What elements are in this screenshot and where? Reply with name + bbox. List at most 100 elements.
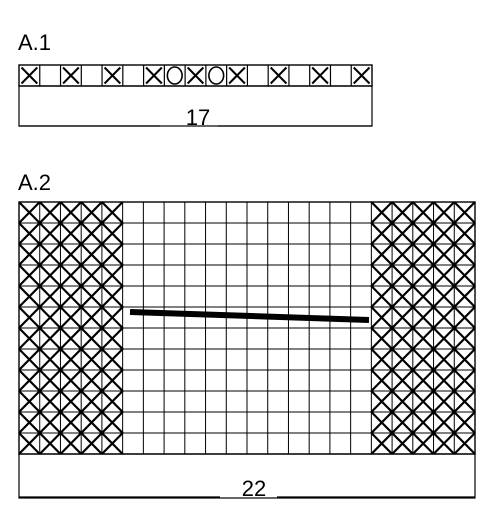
cross-stitch-symbol	[391, 264, 414, 287]
cross-stitch-symbol	[80, 348, 103, 371]
cross-stitch-symbol	[370, 390, 393, 413]
cross-stitch-symbol	[453, 369, 476, 392]
cross-stitch-symbol	[412, 201, 435, 224]
cross-stitch-symbol	[59, 327, 82, 350]
cross-stitch-symbol	[18, 390, 41, 413]
cross-stitch-symbol	[59, 306, 82, 329]
cross-stitch-symbol	[18, 411, 41, 434]
cross-stitch-symbol	[453, 348, 476, 371]
cross-stitch-symbol	[412, 369, 435, 392]
cross-stitch-symbol	[453, 222, 476, 245]
chart-a1-grid	[18, 64, 373, 87]
cross-stitch-symbol	[412, 390, 435, 413]
cross-stitch-symbol	[101, 222, 124, 245]
cross-stitch-symbol	[370, 222, 393, 245]
cross-stitch-symbol	[101, 243, 124, 266]
chart-a2-grid	[18, 201, 476, 455]
cross-stitch-symbol	[80, 306, 103, 329]
cross-stitch-symbol	[370, 285, 393, 308]
cross-stitch-symbol	[432, 243, 456, 266]
cross-stitch-symbol	[370, 327, 393, 350]
cross-stitch-symbol	[432, 348, 456, 371]
cross-stitch-symbol	[412, 327, 435, 350]
cross-stitch-symbol	[80, 201, 103, 224]
cross-stitch-symbol	[228, 66, 246, 85]
cross-stitch-symbol	[80, 264, 103, 287]
cross-stitch-symbol	[38, 369, 62, 392]
cross-stitch-symbol	[391, 369, 414, 392]
cross-stitch-symbol	[370, 243, 393, 266]
cross-stitch-symbol	[20, 66, 38, 85]
cross-stitch-symbol	[38, 411, 62, 434]
cross-stitch-symbol	[38, 201, 62, 224]
cross-stitch-symbol	[38, 348, 62, 371]
cross-stitch-symbol	[101, 369, 124, 392]
cross-stitch-symbol	[59, 411, 82, 434]
cross-stitch-symbol	[101, 264, 124, 287]
cross-stitch-symbol	[101, 411, 124, 434]
cross-stitch-symbol	[38, 243, 62, 266]
cross-stitch-symbol	[412, 285, 435, 308]
cross-stitch-symbol	[370, 306, 393, 329]
cross-stitch-symbol	[101, 390, 124, 413]
oval-stitch-symbol	[208, 66, 225, 85]
cross-stitch-symbol	[370, 411, 393, 434]
cross-stitch-symbol	[101, 348, 124, 371]
cross-stitch-symbol	[269, 66, 288, 85]
cross-stitch-symbol	[18, 201, 41, 224]
cross-stitch-symbol	[103, 66, 122, 85]
cross-stitch-symbol	[38, 327, 62, 350]
cross-stitch-symbol	[370, 369, 393, 392]
cross-stitch-symbol	[18, 369, 41, 392]
cross-stitch-symbol	[370, 264, 393, 287]
cross-stitch-symbol	[101, 285, 124, 308]
cross-stitch-symbol	[80, 369, 103, 392]
chart-a1-title: A.1	[18, 30, 51, 55]
cross-stitch-symbol	[432, 285, 456, 308]
cross-stitch-symbol	[412, 348, 435, 371]
cross-stitch-symbol	[391, 348, 414, 371]
cross-stitch-symbol	[59, 390, 82, 413]
cross-stitch-symbol	[38, 285, 62, 308]
cross-stitch-symbol	[432, 201, 456, 224]
cross-stitch-symbol	[59, 222, 82, 245]
cross-stitch-symbol	[80, 432, 103, 455]
cross-stitch-symbol	[38, 306, 62, 329]
cross-stitch-symbol	[432, 390, 456, 413]
cross-stitch-symbol	[453, 264, 476, 287]
cross-stitch-symbol	[18, 222, 41, 245]
cross-stitch-symbol	[59, 243, 82, 266]
cross-stitch-symbol	[18, 306, 41, 329]
chart-a1-width-box	[18, 85, 373, 127]
chart-a2: A.2 22	[18, 170, 476, 501]
cross-stitch-symbol	[101, 201, 124, 224]
cross-stitch-symbol	[391, 390, 414, 413]
cross-stitch-symbol	[59, 348, 82, 371]
cross-stitch-symbol	[391, 432, 414, 455]
cross-stitch-symbol	[80, 243, 103, 266]
cross-stitch-symbol	[101, 306, 124, 329]
cross-stitch-symbol	[59, 264, 82, 287]
chart-a1: A.1 17	[18, 30, 373, 130]
cross-stitch-symbol	[80, 411, 103, 434]
cross-stitch-symbol	[59, 201, 82, 224]
cross-stitch-symbol	[145, 66, 163, 85]
cross-stitch-symbol	[453, 411, 476, 434]
cross-stitch-symbol	[18, 348, 41, 371]
cross-stitch-symbol	[432, 411, 456, 434]
cross-stitch-symbol	[432, 432, 456, 455]
cross-stitch-symbol	[101, 327, 124, 350]
cross-stitch-symbol	[412, 432, 435, 455]
cross-stitch-symbol	[353, 66, 371, 85]
cross-stitch-symbol	[101, 432, 124, 455]
cross-stitch-symbol	[370, 348, 393, 371]
cross-stitch-symbol	[453, 201, 476, 224]
cross-stitch-symbol	[18, 432, 41, 455]
cross-stitch-symbol	[432, 306, 456, 329]
cross-stitch-symbol	[370, 432, 393, 455]
cross-stitch-symbol	[453, 285, 476, 308]
cross-stitch-symbol	[412, 264, 435, 287]
cross-stitch-symbol	[80, 327, 103, 350]
cross-stitch-symbol	[412, 411, 435, 434]
